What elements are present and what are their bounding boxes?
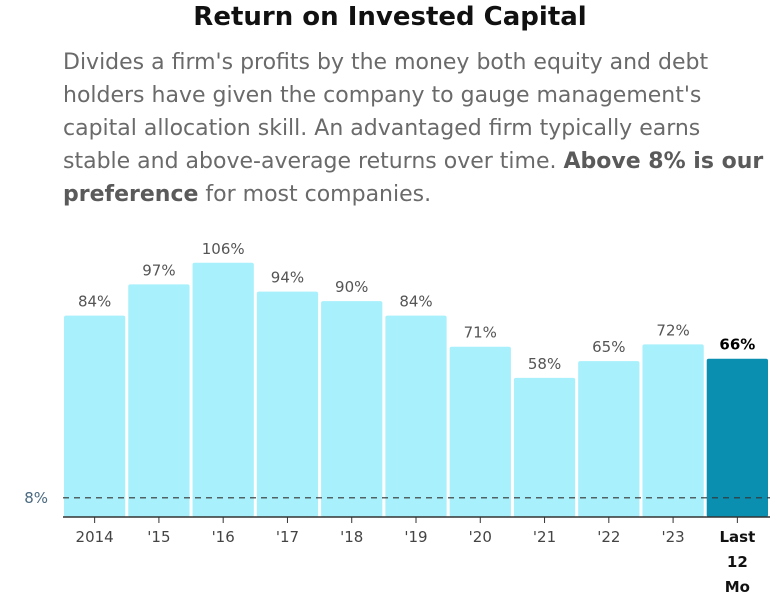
bar-value-label: 94%	[271, 269, 304, 287]
x-tick-label: Last	[719, 528, 755, 546]
bar	[449, 346, 511, 517]
bar-value-label: 58%	[528, 355, 561, 373]
bar-value-label: 72%	[656, 321, 689, 339]
description-text: Divides a firm's profits by the money bo…	[63, 50, 709, 174]
bar	[321, 301, 383, 517]
bar	[513, 377, 576, 517]
bar-value-label: 71%	[464, 324, 497, 342]
x-tick-label: '17	[276, 528, 299, 546]
bar	[385, 315, 447, 517]
bar-value-label: 97%	[142, 261, 175, 279]
x-tick-label: '23	[661, 528, 684, 546]
reference-line-label: 8%	[24, 489, 48, 507]
x-tick-label: '18	[340, 528, 363, 546]
bar	[64, 315, 126, 517]
bar	[256, 291, 319, 517]
bar	[642, 344, 704, 517]
bar	[192, 262, 254, 517]
bar-value-label: 65%	[592, 338, 625, 356]
bar-value-label: 90%	[335, 278, 368, 296]
bar	[128, 284, 190, 517]
bar-value-label: 66%	[719, 336, 755, 354]
x-tick-label: 2014	[76, 528, 114, 546]
bar-value-label: 84%	[78, 293, 111, 311]
x-tick-label: '21	[533, 528, 556, 546]
description-tail: for most companies.	[198, 182, 432, 207]
bar-value-label: 84%	[399, 293, 432, 311]
bar	[578, 361, 640, 517]
x-tick-label: '19	[404, 528, 427, 546]
x-tick-label: '16	[212, 528, 235, 546]
x-tick-label: '20	[469, 528, 492, 546]
description-bold: Above 8% is our preference	[63, 149, 764, 207]
x-tick-label: '15	[147, 528, 170, 546]
chart-description: Divides a firm's profits by the money bo…	[63, 46, 773, 211]
x-tick-label: '22	[597, 528, 620, 546]
bar	[706, 358, 768, 517]
bar-value-label: 106%	[202, 240, 245, 258]
chart-title: Return on Invested Capital	[193, 2, 587, 32]
x-tick-label: 12	[727, 553, 748, 571]
x-tick-label: Mo	[725, 578, 750, 596]
